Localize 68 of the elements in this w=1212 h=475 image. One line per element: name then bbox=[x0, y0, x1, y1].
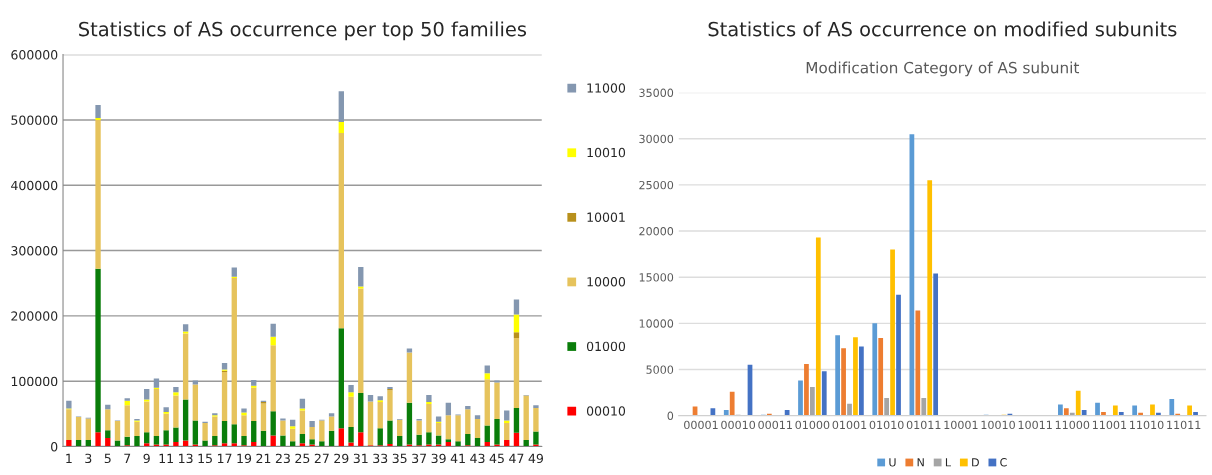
x-tick-label: 10001 bbox=[944, 420, 978, 430]
y-tick-label: 15000 bbox=[639, 273, 674, 282]
legend-label: D bbox=[972, 458, 979, 467]
x-tick-label: 23 bbox=[275, 453, 290, 464]
x-tick-label: 27 bbox=[314, 453, 329, 463]
legend-label: 10000 bbox=[587, 277, 626, 287]
x-tick-label: 11010 bbox=[1130, 420, 1164, 430]
chart-title: Statistics of AS occurrence per top 50 families bbox=[79, 21, 527, 41]
x-tick-label: 13 bbox=[179, 453, 193, 464]
legend-label: C bbox=[1000, 458, 1007, 467]
x-tick-label: 00001 bbox=[684, 420, 718, 430]
x-tick-label: 21 bbox=[256, 453, 271, 463]
x-tick-label: 49 bbox=[528, 453, 543, 464]
legend-label: 01000 bbox=[586, 341, 626, 352]
x-tick-label: 3 bbox=[85, 453, 92, 464]
legend-label: N bbox=[917, 458, 924, 467]
x-tick-label: 43 bbox=[470, 453, 485, 464]
legend-label: 10010 bbox=[587, 147, 626, 158]
chart-title: Statistics of AS occurrence on modified subunits bbox=[708, 21, 1177, 37]
x-tick-label: 15 bbox=[198, 453, 212, 464]
x-tick-label: 39 bbox=[431, 453, 446, 464]
x-tick-label: 11000 bbox=[1055, 420, 1090, 430]
x-tick-label: 17 bbox=[217, 453, 232, 463]
x-tick-label: 35 bbox=[392, 453, 407, 464]
x-tick-label: 33 bbox=[373, 453, 388, 464]
legend-label: 11000 bbox=[587, 83, 626, 93]
x-tick-label: 41 bbox=[450, 453, 465, 463]
x-tick-label: 10011 bbox=[1018, 420, 1052, 430]
x-tick-label: 01010 bbox=[869, 420, 904, 430]
x-tick-label: 11001 bbox=[1092, 420, 1127, 430]
y-tick-label: 25000 bbox=[639, 180, 674, 190]
x-tick-label: 5 bbox=[104, 453, 111, 464]
y-tick-label: 600000 bbox=[11, 50, 58, 60]
x-tick-label: 37 bbox=[412, 453, 427, 464]
x-tick-label: 7 bbox=[124, 453, 131, 463]
x-tick-label: 25 bbox=[295, 453, 310, 464]
x-tick-label: 11011 bbox=[1167, 420, 1201, 430]
legend-label: U bbox=[889, 458, 896, 467]
y-tick-label: 20000 bbox=[639, 227, 674, 236]
x-tick-label: 00010 bbox=[721, 420, 756, 430]
x-tick-label: 10010 bbox=[981, 420, 1015, 430]
chart-subtitle: Modification Category of AS subunit bbox=[806, 61, 1080, 77]
y-tick-label: 200000 bbox=[11, 311, 58, 321]
x-tick-label: 1 bbox=[66, 453, 72, 463]
x-tick-label: 01011 bbox=[906, 420, 941, 430]
x-tick-label: 47 bbox=[509, 453, 524, 463]
x-tick-label: 19 bbox=[237, 453, 252, 464]
x-tick-label: 31 bbox=[353, 453, 368, 464]
legend-label: 10001 bbox=[587, 212, 625, 222]
y-tick-label: 5000 bbox=[646, 365, 674, 374]
y-tick-label: 0 bbox=[51, 441, 58, 452]
x-tick-label: 01001 bbox=[832, 420, 867, 430]
y-tick-label: 10000 bbox=[639, 319, 674, 328]
legend-label: 00010 bbox=[586, 406, 626, 416]
y-tick-label: 300000 bbox=[11, 246, 58, 256]
y-tick-label: 500000 bbox=[11, 115, 58, 125]
x-tick-label: 29 bbox=[334, 453, 349, 464]
x-tick-label: 11 bbox=[159, 453, 173, 463]
y-tick-label: 35000 bbox=[639, 88, 674, 97]
x-tick-label: 00011 bbox=[758, 420, 792, 430]
x-tick-label: 45 bbox=[489, 453, 504, 464]
y-tick-label: 400000 bbox=[11, 180, 58, 191]
x-tick-label: 01000 bbox=[795, 420, 830, 430]
y-tick-label: 30000 bbox=[639, 134, 674, 144]
legend-label: L bbox=[945, 458, 951, 467]
x-tick-label: 9 bbox=[143, 453, 150, 464]
y-tick-label: 0 bbox=[667, 411, 674, 420]
y-tick-label: 100000 bbox=[11, 376, 58, 387]
